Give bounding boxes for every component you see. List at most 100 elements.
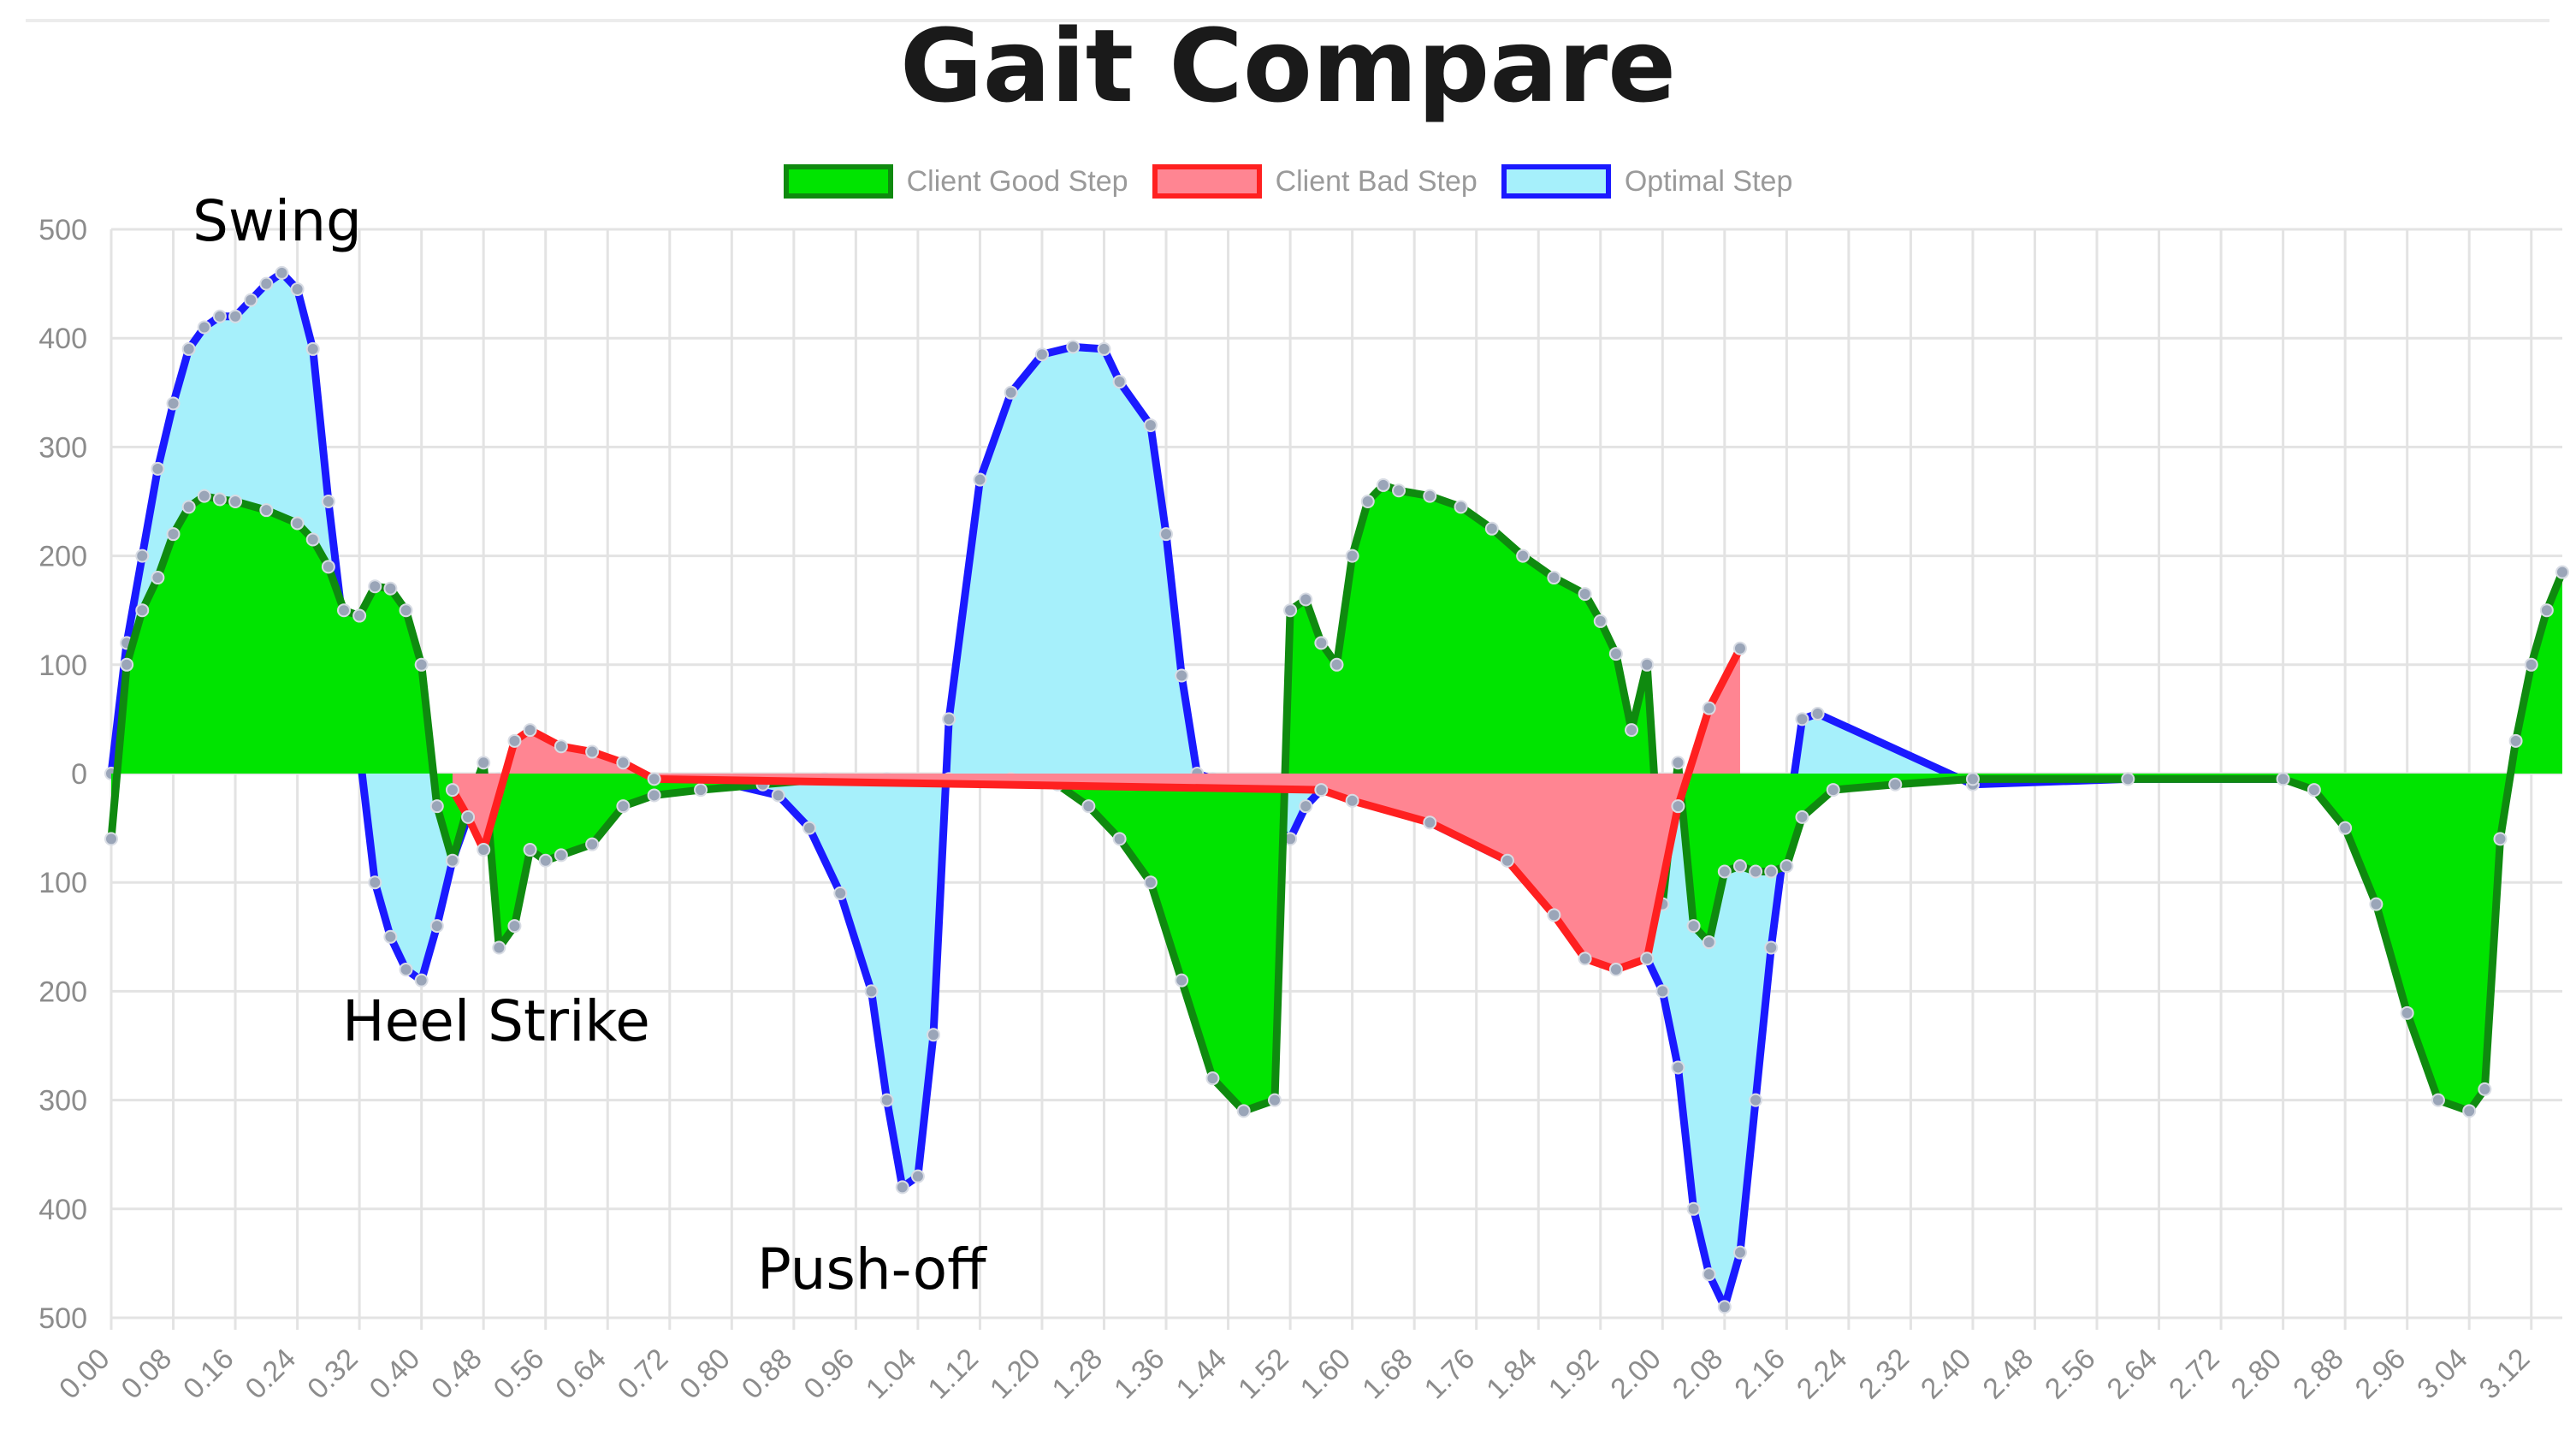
data-point[interactable] bbox=[694, 783, 708, 798]
data-point[interactable] bbox=[1795, 712, 1809, 726]
data-point[interactable] bbox=[1547, 571, 1561, 585]
data-point[interactable] bbox=[1236, 1104, 1251, 1118]
data-point[interactable] bbox=[1112, 375, 1127, 389]
data-point[interactable] bbox=[523, 843, 537, 857]
data-point[interactable] bbox=[1329, 657, 1344, 672]
data-point[interactable] bbox=[2478, 1082, 2492, 1096]
data-point[interactable] bbox=[166, 396, 181, 411]
data-point[interactable] bbox=[1423, 489, 1437, 503]
legend-item-good[interactable]: Client Good Step bbox=[783, 164, 1128, 199]
data-point[interactable] bbox=[833, 886, 848, 900]
data-point[interactable] bbox=[802, 821, 816, 835]
data-point[interactable] bbox=[166, 527, 181, 542]
data-point[interactable] bbox=[1780, 859, 1794, 874]
legend-item-bad[interactable]: Client Bad Step bbox=[1152, 164, 1477, 199]
data-point[interactable] bbox=[197, 320, 211, 335]
data-point[interactable] bbox=[383, 929, 398, 944]
data-point[interactable] bbox=[1640, 657, 1655, 672]
data-point[interactable] bbox=[290, 282, 305, 296]
data-point[interactable] bbox=[461, 809, 476, 824]
data-point[interactable] bbox=[1175, 668, 1189, 683]
data-point[interactable] bbox=[1392, 483, 1406, 498]
data-point[interactable] bbox=[228, 495, 243, 508]
data-point[interactable] bbox=[1516, 549, 1531, 563]
data-point[interactable] bbox=[1004, 385, 1018, 400]
data-point[interactable] bbox=[1593, 614, 1608, 628]
data-point[interactable] bbox=[879, 1093, 894, 1107]
data-point[interactable] bbox=[1159, 527, 1174, 542]
data-point[interactable] bbox=[1112, 832, 1127, 846]
data-point[interactable] bbox=[1066, 340, 1081, 354]
data-point[interactable] bbox=[477, 756, 491, 770]
data-point[interactable] bbox=[647, 772, 661, 786]
data-point[interactable] bbox=[1267, 1093, 1282, 1107]
data-point[interactable] bbox=[973, 472, 987, 487]
data-point[interactable] bbox=[1547, 908, 1561, 922]
data-point[interactable] bbox=[1423, 815, 1437, 830]
data-point[interactable] bbox=[383, 581, 398, 596]
data-point[interactable] bbox=[1097, 341, 1111, 356]
data-point[interactable] bbox=[290, 516, 305, 531]
data-point[interactable] bbox=[212, 309, 227, 323]
data-point[interactable] bbox=[368, 875, 382, 890]
data-point[interactable] bbox=[429, 799, 444, 814]
data-point[interactable] bbox=[864, 984, 879, 999]
data-point[interactable] bbox=[554, 848, 568, 863]
data-point[interactable] bbox=[244, 293, 258, 307]
data-point[interactable] bbox=[2508, 733, 2523, 748]
data-point[interactable] bbox=[1965, 772, 1980, 786]
data-point[interactable] bbox=[259, 503, 274, 518]
data-point[interactable] bbox=[120, 657, 134, 672]
data-point[interactable] bbox=[1732, 1245, 1747, 1260]
data-point[interactable] bbox=[585, 744, 600, 759]
data-point[interactable] bbox=[2400, 1005, 2414, 1020]
data-point[interactable] bbox=[616, 799, 631, 814]
data-point[interactable] bbox=[1360, 495, 1375, 508]
data-point[interactable] bbox=[399, 603, 413, 618]
data-point[interactable] bbox=[942, 712, 956, 726]
data-point[interactable] bbox=[1625, 723, 1639, 738]
data-point[interactable] bbox=[1702, 935, 1716, 950]
data-point[interactable] bbox=[135, 549, 150, 563]
data-point[interactable] bbox=[1608, 647, 1623, 661]
data-point[interactable] bbox=[492, 940, 506, 955]
data-point[interactable] bbox=[305, 341, 320, 356]
data-point[interactable] bbox=[1454, 500, 1468, 514]
data-point[interactable] bbox=[1578, 952, 1592, 966]
data-point[interactable] bbox=[1283, 603, 1298, 618]
data-point[interactable] bbox=[1345, 793, 1359, 808]
data-point[interactable] bbox=[321, 495, 335, 508]
data-point[interactable] bbox=[368, 579, 382, 594]
data-point[interactable] bbox=[507, 919, 522, 934]
data-point[interactable] bbox=[181, 341, 196, 356]
data-point[interactable] bbox=[1314, 636, 1329, 650]
data-point[interactable] bbox=[1578, 587, 1592, 602]
data-point[interactable] bbox=[429, 919, 444, 934]
data-point[interactable] bbox=[1608, 962, 1623, 976]
data-point[interactable] bbox=[352, 608, 367, 623]
data-point[interactable] bbox=[228, 309, 243, 323]
data-point[interactable] bbox=[1640, 952, 1655, 966]
data-point[interactable] bbox=[2524, 657, 2538, 672]
data-point[interactable] bbox=[1702, 701, 1716, 715]
data-point[interactable] bbox=[771, 788, 785, 803]
data-point[interactable] bbox=[2555, 565, 2569, 579]
data-point[interactable] bbox=[135, 603, 150, 618]
data-point[interactable] bbox=[336, 603, 351, 618]
data-point[interactable] bbox=[647, 788, 661, 803]
data-point[interactable] bbox=[1655, 984, 1670, 999]
data-point[interactable] bbox=[1764, 864, 1779, 879]
data-point[interactable] bbox=[2338, 821, 2353, 835]
data-point[interactable] bbox=[1810, 707, 1825, 721]
data-point[interactable] bbox=[1749, 864, 1763, 879]
data-point[interactable] bbox=[1345, 549, 1359, 563]
data-point[interactable] bbox=[1299, 799, 1313, 814]
data-point[interactable] bbox=[2121, 772, 2135, 786]
data-point[interactable] bbox=[414, 973, 429, 987]
data-point[interactable] bbox=[1671, 756, 1685, 770]
data-point[interactable] bbox=[414, 657, 429, 672]
data-point[interactable] bbox=[2307, 783, 2321, 798]
data-point[interactable] bbox=[321, 560, 335, 574]
data-point[interactable] bbox=[1484, 521, 1499, 536]
data-point[interactable] bbox=[1717, 864, 1732, 879]
